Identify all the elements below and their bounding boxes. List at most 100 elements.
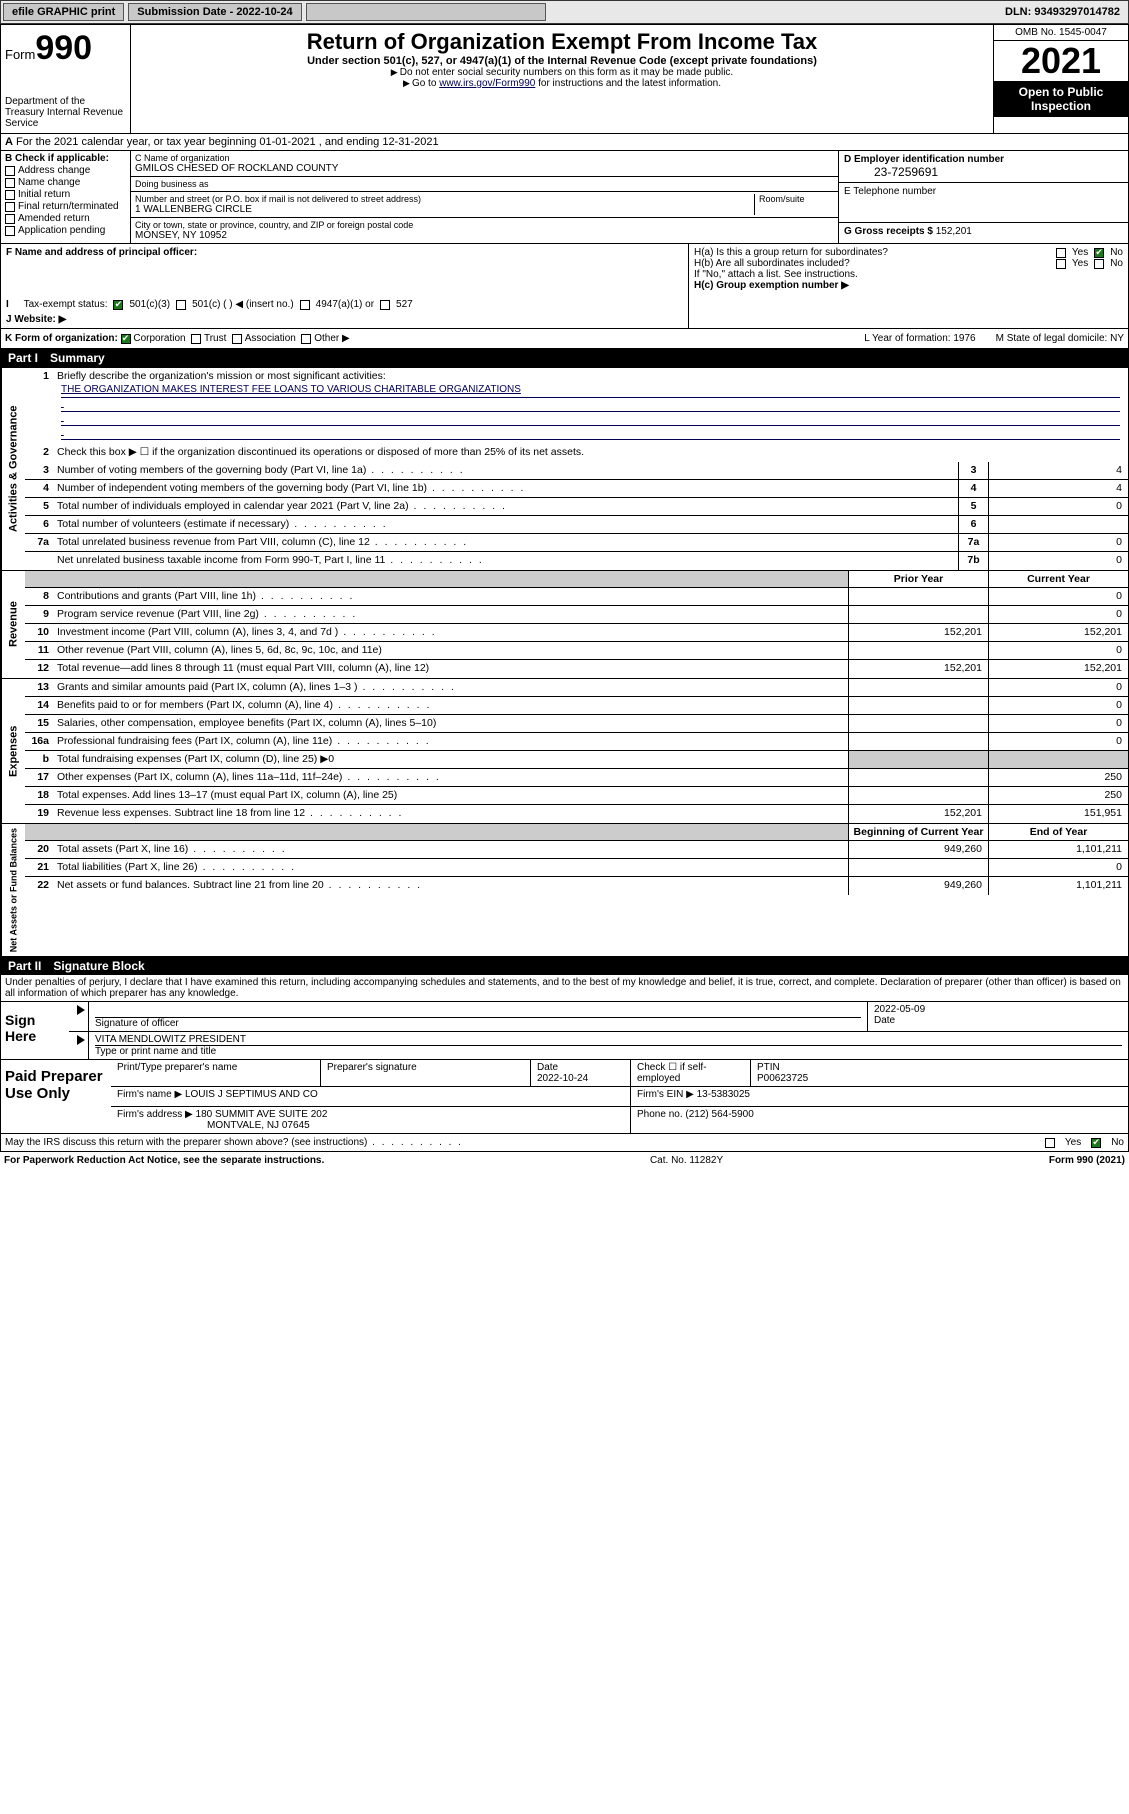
firm-name: LOUIS J SEPTIMUS AND CO bbox=[185, 1089, 318, 1100]
org-name: GMILOS CHESED OF ROCKLAND COUNTY bbox=[135, 163, 834, 174]
discuss-text: May the IRS discuss this return with the… bbox=[5, 1137, 463, 1148]
section-revenue: Revenue Prior YearCurrent Year 8Contribu… bbox=[0, 571, 1129, 679]
line13-text: Grants and similar amounts paid (Part IX… bbox=[53, 679, 848, 696]
chk-hb-no[interactable] bbox=[1094, 259, 1104, 269]
section-net-assets: Net Assets or Fund Balances Beginning of… bbox=[0, 824, 1129, 957]
hdr-end-year: End of Year bbox=[988, 824, 1128, 840]
chk-discuss-yes[interactable] bbox=[1045, 1138, 1055, 1148]
sig-date-label: Date bbox=[874, 1015, 1122, 1026]
line17-text: Other expenses (Part IX, column (A), lin… bbox=[53, 769, 848, 786]
hb-note: If "No," attach a list. See instructions… bbox=[694, 269, 1123, 280]
chk-discuss-no[interactable]: ✔ bbox=[1091, 1138, 1101, 1148]
chk-501c[interactable] bbox=[176, 300, 186, 310]
part-i-header: Part ISummary bbox=[0, 349, 1129, 367]
line14-current: 0 bbox=[988, 697, 1128, 714]
row-a-period: A For the 2021 calendar year, or tax yea… bbox=[0, 134, 1129, 151]
line16b-prior-shaded bbox=[848, 751, 988, 768]
blank-button[interactable] bbox=[306, 3, 546, 21]
submission-date-button[interactable]: Submission Date - 2022-10-24 bbox=[128, 3, 301, 21]
col-d-e-g: D Employer identification number 23-7259… bbox=[838, 151, 1128, 243]
section-activities-governance: Activities & Governance 1 Briefly descri… bbox=[0, 367, 1129, 571]
chk-4947[interactable] bbox=[300, 300, 310, 310]
part-ii-header: Part IISignature Block bbox=[0, 957, 1129, 975]
chk-final-return[interactable] bbox=[5, 202, 15, 212]
tab-revenue: Revenue bbox=[1, 571, 25, 678]
top-bar: efile GRAPHIC print Submission Date - 20… bbox=[0, 0, 1129, 24]
chk-application-pending[interactable] bbox=[5, 226, 15, 236]
chk-amended-return[interactable] bbox=[5, 214, 15, 224]
city-label: City or town, state or province, country… bbox=[135, 220, 834, 230]
line17-current: 250 bbox=[988, 769, 1128, 786]
tab-expenses: Expenses bbox=[1, 679, 25, 823]
line10-current: 152,201 bbox=[988, 624, 1128, 641]
firm-phone: (212) 564-5900 bbox=[685, 1109, 753, 1120]
cat-no: Cat. No. 11282Y bbox=[650, 1155, 723, 1166]
col-c-name-address: C Name of organization GMILOS CHESED OF … bbox=[131, 151, 838, 243]
line7b-value: 0 bbox=[988, 552, 1128, 570]
line14-text: Benefits paid to or for members (Part IX… bbox=[53, 697, 848, 714]
chk-corporation[interactable]: ✔ bbox=[121, 334, 131, 344]
chk-association[interactable] bbox=[232, 334, 242, 344]
chk-trust[interactable] bbox=[191, 334, 201, 344]
omb-number: OMB No. 1545-0047 bbox=[994, 25, 1128, 41]
chk-initial-return[interactable] bbox=[5, 190, 15, 200]
line18-text: Total expenses. Add lines 13–17 (must eq… bbox=[53, 787, 848, 804]
form-header: Form990 Department of the Treasury Inter… bbox=[0, 24, 1129, 134]
hdr-beginning-year: Beginning of Current Year bbox=[848, 824, 988, 840]
i-label: Tax-exempt status: bbox=[24, 299, 108, 310]
addr-label: Number and street (or P.O. box if mail i… bbox=[135, 194, 754, 204]
row-fhij: F Name and address of principal officer:… bbox=[0, 244, 1129, 329]
officer-name: VITA MENDLOWITZ PRESIDENT bbox=[95, 1034, 1122, 1046]
chk-501c3[interactable]: ✔ bbox=[113, 300, 123, 310]
line19-prior: 152,201 bbox=[848, 805, 988, 823]
chk-address-change[interactable] bbox=[5, 166, 15, 176]
j-label: Website: ▶ bbox=[14, 314, 66, 325]
form-ref: Form 990 (2021) bbox=[1049, 1155, 1125, 1166]
line19-text: Revenue less expenses. Subtract line 18 … bbox=[53, 805, 848, 823]
org-name-label: C Name of organization bbox=[135, 153, 834, 163]
line22-prior: 949,260 bbox=[848, 877, 988, 895]
penalties-text: Under penalties of perjury, I declare th… bbox=[0, 975, 1129, 1002]
line5-text: Total number of individuals employed in … bbox=[53, 498, 958, 515]
dba-label: Doing business as bbox=[135, 179, 834, 189]
line15-text: Salaries, other compensation, employee b… bbox=[53, 715, 848, 732]
paid-preparer-block: Paid Preparer Use Only Print/Type prepar… bbox=[0, 1060, 1129, 1134]
line6-value bbox=[988, 516, 1128, 533]
line19-current: 151,951 bbox=[988, 805, 1128, 823]
chk-ha-no[interactable]: ✔ bbox=[1094, 248, 1104, 258]
footer-row: For Paperwork Reduction Act Notice, see … bbox=[0, 1152, 1129, 1169]
efile-print-button[interactable]: efile GRAPHIC print bbox=[3, 3, 124, 21]
line22-text: Net assets or fund balances. Subtract li… bbox=[53, 877, 848, 895]
col-b-checkboxes: B Check if applicable: Address change Na… bbox=[1, 151, 131, 243]
paperwork-notice: For Paperwork Reduction Act Notice, see … bbox=[4, 1155, 324, 1166]
line21-text: Total liabilities (Part X, line 26) bbox=[53, 859, 848, 876]
tab-net-assets: Net Assets or Fund Balances bbox=[1, 824, 25, 956]
chk-527[interactable] bbox=[380, 300, 390, 310]
entity-block: B Check if applicable: Address change Na… bbox=[0, 151, 1129, 244]
form-number: Form990 bbox=[5, 29, 126, 68]
line1-label: Briefly describe the organization's miss… bbox=[57, 370, 386, 382]
firm-addr2: MONTVALE, NJ 07645 bbox=[117, 1120, 310, 1131]
chk-hb-yes[interactable] bbox=[1056, 259, 1066, 269]
chk-other[interactable] bbox=[301, 334, 311, 344]
chk-name-change[interactable] bbox=[5, 178, 15, 188]
hdr-prior-year: Prior Year bbox=[848, 571, 988, 587]
line21-current: 0 bbox=[988, 859, 1128, 876]
f-label: F Name and address of principal officer: bbox=[6, 247, 197, 258]
goto-note: Go to www.irs.gov/Form990 for instructio… bbox=[139, 78, 985, 89]
line8-current: 0 bbox=[988, 588, 1128, 605]
tel-label: E Telephone number bbox=[844, 186, 936, 197]
line11-text: Other revenue (Part VIII, column (A), li… bbox=[53, 642, 848, 659]
room-label: Room/suite bbox=[759, 194, 834, 204]
addr-value: 1 WALLENBERG CIRCLE bbox=[135, 204, 754, 215]
open-public-badge: Open to Public Inspection bbox=[994, 81, 1128, 117]
line11-current: 0 bbox=[988, 642, 1128, 659]
m-domicile: M State of legal domicile: NY bbox=[996, 333, 1124, 344]
ssn-note: Do not enter social security numbers on … bbox=[139, 67, 985, 78]
irs-link[interactable]: www.irs.gov/Form990 bbox=[439, 78, 535, 89]
gross-label: G Gross receipts $ bbox=[844, 226, 933, 237]
chk-ha-yes[interactable] bbox=[1056, 248, 1066, 258]
sig-officer-label: Signature of officer bbox=[95, 1018, 861, 1029]
line2-text: Check this box ▶ ☐ if the organization d… bbox=[53, 444, 1128, 462]
line12-prior: 152,201 bbox=[848, 660, 988, 678]
